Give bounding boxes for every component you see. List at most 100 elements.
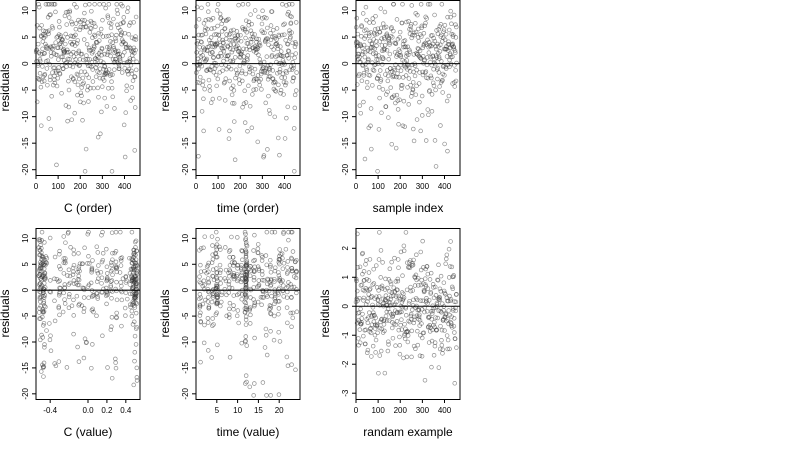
data-point — [368, 330, 374, 336]
data-point — [244, 343, 249, 348]
data-point — [386, 339, 391, 344]
data-point — [289, 14, 294, 20]
data-point — [224, 17, 230, 23]
data-point — [223, 76, 229, 81]
data-point — [451, 44, 456, 50]
data-point — [75, 72, 81, 78]
data-point — [74, 41, 80, 46]
data-point — [260, 30, 266, 35]
data-point — [284, 295, 290, 300]
data-point — [61, 234, 66, 239]
data-point — [119, 283, 124, 289]
data-point — [42, 281, 47, 286]
data-point — [398, 68, 404, 73]
data-point — [424, 264, 430, 269]
data-point — [406, 301, 412, 306]
data-point — [99, 232, 104, 238]
data-point — [363, 341, 368, 347]
data-point — [93, 24, 98, 29]
data-point — [276, 306, 282, 311]
data-point — [370, 83, 375, 88]
data-point — [237, 81, 242, 86]
data-point — [53, 40, 58, 45]
data-point — [437, 49, 443, 54]
data-point — [364, 258, 369, 263]
data-point — [420, 113, 425, 118]
data-point — [262, 70, 268, 76]
data-point — [62, 301, 68, 306]
data-point — [238, 38, 244, 44]
data-point — [80, 118, 85, 123]
data-point — [451, 12, 457, 18]
data-point — [124, 88, 129, 94]
data-point — [81, 100, 86, 106]
data-point — [259, 269, 265, 274]
data-point — [218, 281, 223, 286]
data-point — [277, 66, 283, 72]
data-point — [217, 262, 223, 268]
data-point — [100, 84, 105, 89]
data-point — [110, 257, 115, 262]
data-point — [281, 92, 286, 97]
data-point — [40, 64, 45, 69]
data-point — [426, 50, 432, 55]
data-point — [235, 33, 241, 38]
data-point — [232, 33, 238, 39]
data-point — [90, 258, 95, 263]
data-point — [444, 333, 450, 338]
data-point — [265, 147, 270, 152]
data-point — [90, 342, 95, 347]
data-point — [256, 42, 262, 48]
data-point — [355, 31, 361, 37]
data-point — [414, 51, 419, 56]
data-point — [97, 1, 102, 7]
data-point — [415, 342, 421, 348]
data-point — [431, 35, 436, 41]
data-point — [209, 64, 215, 69]
data-point — [221, 40, 226, 46]
data-point — [386, 56, 391, 62]
data-point — [132, 305, 138, 310]
data-point — [427, 88, 432, 93]
data-point — [272, 313, 277, 319]
data-point — [104, 34, 109, 39]
data-point — [286, 56, 291, 61]
data-point — [406, 102, 411, 107]
y-tick-label: 10 — [21, 6, 30, 15]
data-point — [133, 342, 139, 347]
data-point — [359, 24, 364, 29]
data-point — [361, 295, 367, 301]
data-point — [385, 89, 390, 95]
data-point — [213, 72, 219, 78]
data-point — [242, 88, 247, 94]
data-point — [229, 234, 234, 240]
data-point — [202, 268, 207, 274]
data-point — [388, 303, 393, 308]
data-point — [367, 33, 372, 39]
y-axis-label: residuals — [318, 289, 332, 337]
data-point — [128, 20, 133, 26]
data-point — [388, 281, 394, 287]
data-point — [195, 56, 201, 62]
data-point — [356, 51, 362, 57]
data-point — [266, 42, 271, 47]
data-point — [260, 380, 266, 385]
data-point — [222, 98, 228, 103]
x-tick-label: 20 — [275, 406, 284, 415]
data-point — [113, 265, 119, 271]
data-point — [211, 286, 216, 292]
data-point — [82, 10, 87, 16]
data-point — [77, 261, 83, 266]
x-tick-label: 200 — [234, 182, 248, 191]
data-point — [364, 17, 369, 23]
data-point — [286, 48, 292, 54]
data-point — [134, 287, 140, 292]
data-point — [387, 51, 393, 57]
data-point — [388, 85, 393, 90]
data-point — [90, 306, 95, 312]
data-point — [259, 258, 265, 263]
data-point — [424, 298, 429, 304]
data-point — [33, 49, 39, 55]
data-point — [417, 48, 423, 54]
data-point — [40, 314, 45, 320]
